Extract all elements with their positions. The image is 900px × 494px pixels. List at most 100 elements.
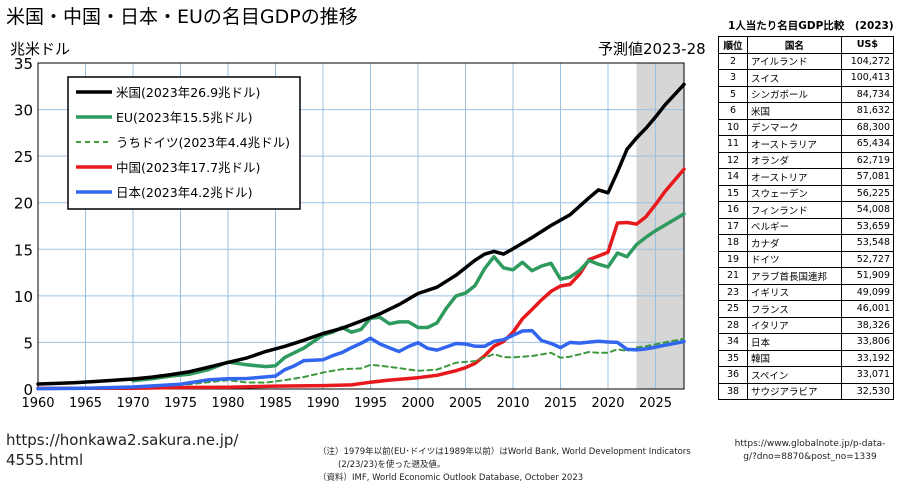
- ranking-cell-val: 57,081: [840, 168, 895, 186]
- ranking-cell-val: 49,099: [840, 283, 895, 301]
- forecast-label: 予測値2023-28: [598, 40, 706, 58]
- ranking-cell-val: 38,326: [840, 316, 895, 334]
- note-line3: （資料）IMF, World Economic Outlook Database…: [318, 473, 584, 483]
- ranking-cell-country: フランス: [747, 300, 842, 318]
- ranking-cell-rank: 28: [718, 316, 748, 334]
- ranking-cell-val: 68,300: [840, 118, 895, 136]
- x-tick-label: 2010: [496, 396, 529, 411]
- ranking-cell-val: 81,632: [840, 102, 895, 120]
- ranking-cell-rank: 14: [718, 168, 748, 186]
- header-country: 国名: [747, 36, 842, 54]
- ranking-cell-rank: 16: [718, 201, 748, 219]
- ranking-cell-rank: 23: [718, 283, 748, 301]
- y-tick-label: 25: [14, 148, 33, 166]
- y-tick-label: 30: [14, 102, 33, 120]
- ranking-source[interactable]: https://www.globalnote.jp/p-data- g/?dno…: [724, 438, 896, 464]
- ranking-row: 28 イタリア 38,326: [718, 316, 895, 334]
- ranking-cell-val: 33,071: [840, 366, 895, 384]
- ranking-cell-rank: 10: [718, 118, 748, 136]
- ranking-row: 11 オーストラリア 65,434: [718, 135, 895, 153]
- ranking-row: 23 イギリス 49,099: [718, 283, 895, 301]
- plot-frame: [37, 62, 685, 390]
- ranking-row: 10 デンマーク 68,300: [718, 118, 895, 136]
- ranking-cell-country: アイルランド: [747, 52, 842, 70]
- ranking-cell-rank: 35: [718, 349, 748, 367]
- y-tick-label: 10: [14, 288, 33, 306]
- source-url-line1: https://honkawa2.sakura.ne.jp/: [6, 431, 239, 449]
- ranking-cell-country: 韓国: [747, 349, 842, 367]
- ranking-row: 34 日本 33,806: [718, 333, 895, 351]
- chart-notes: （注）1979年以前(EU･ドイツは1989年以前）はWorld Bank, W…: [318, 446, 691, 485]
- ranking-cell-rank: 6: [718, 102, 748, 120]
- ranking-header-row: 順位 国名 US$: [718, 36, 895, 54]
- ranking-cell-val: 33,806: [840, 333, 895, 351]
- ranking-cell-country: イギリス: [747, 283, 842, 301]
- series-line: [36, 82, 686, 386]
- series-line: [36, 328, 686, 391]
- ranking-cell-country: オーストラリア: [747, 135, 842, 153]
- ranking-row: 3 スイス 100,413: [718, 69, 895, 87]
- x-tick-label: 2005: [449, 396, 482, 411]
- ranking-cell-val: 46,001: [840, 300, 895, 318]
- ranking-row: 17 ベルギー 53,659: [718, 217, 895, 235]
- ranking-cell-rank: 17: [718, 217, 748, 235]
- ranking-cell-country: 米国: [747, 102, 842, 120]
- x-tick-label: 1960: [21, 396, 54, 411]
- ranking-cell-rank: 21: [718, 267, 748, 285]
- ranking-row: 2 アイルランド 104,272: [718, 52, 895, 70]
- ranking-row: 19 ドイツ 52,727: [718, 250, 895, 268]
- ranking-source-line1: https://www.globalnote.jp/p-data-: [734, 439, 886, 449]
- y-unit-label: 兆米ドル: [10, 40, 71, 58]
- x-tick-label: 1975: [164, 396, 197, 411]
- ranking-row: 18 カナダ 53,548: [718, 234, 895, 252]
- series-line: [132, 337, 685, 388]
- ranking-row: 36 スペイン 33,071: [718, 366, 895, 384]
- x-tick-label: 1965: [69, 396, 102, 411]
- ranking-row: 14 オーストリア 57,081: [718, 168, 895, 186]
- source-url[interactable]: https://honkawa2.sakura.ne.jp/ 4555.html: [6, 430, 238, 470]
- ranking-cell-rank: 25: [718, 300, 748, 318]
- y-tick-label: 5: [23, 334, 33, 352]
- x-tick-label: 1995: [354, 396, 387, 411]
- ranking-cell-val: 53,548: [840, 234, 895, 252]
- ranking-cell-rank: 5: [718, 85, 748, 103]
- ranking-row: 5 シンガポール 84,734: [718, 85, 895, 103]
- ranking-cell-rank: 11: [718, 135, 748, 153]
- ranking-row: 35 韓国 33,192: [718, 349, 895, 367]
- source-url-line2: 4555.html: [6, 451, 84, 469]
- ranking-cell-country: ドイツ: [747, 250, 842, 268]
- ranking-cell-val: 52,727: [840, 250, 895, 268]
- ranking-cell-country: アラブ首長国連邦: [747, 267, 842, 285]
- ranking-cell-country: ベルギー: [747, 217, 842, 235]
- ranking-row: 12 オランダ 62,719: [718, 151, 895, 169]
- legend-label: 米国(2023年26.9兆ドル): [116, 85, 260, 100]
- x-tick-label: 2000: [401, 396, 434, 411]
- ranking-cell-val: 51,909: [840, 267, 895, 285]
- ranking-row: 25 フランス 46,001: [718, 300, 895, 318]
- ranking-cell-country: デンマーク: [747, 118, 842, 136]
- series-line: [36, 167, 686, 391]
- ranking-cell-country: イタリア: [747, 316, 842, 334]
- legend-label: EU(2023年15.5兆ドル): [116, 110, 252, 125]
- ranking-cell-rank: 34: [718, 333, 748, 351]
- y-tick-label: 15: [14, 241, 33, 259]
- ranking-table: 順位 国名 US$ 2 アイルランド 104,272 3 スイス 100,413 5 シンガポ…: [718, 36, 895, 400]
- ranking-cell-country: サウジアラビア: [747, 382, 842, 400]
- ranking-source-line2: g/?dno=8870&post_no=1339: [743, 452, 877, 462]
- ranking-cell-rank: 15: [718, 184, 748, 202]
- ranking-cell-rank: 12: [718, 151, 748, 169]
- ranking-cell-country: 日本: [747, 333, 842, 351]
- y-tick-label: 35: [14, 55, 33, 73]
- x-tick-label: 2025: [639, 396, 672, 411]
- ranking-cell-val: 56,225: [840, 184, 895, 202]
- ranking-cell-val: 100,413: [840, 69, 895, 87]
- x-tick-label: 1980: [211, 396, 244, 411]
- ranking-row: 16 フィンランド 54,008: [718, 201, 895, 219]
- x-tick-label: 1970: [116, 396, 149, 411]
- ranking-cell-rank: 38: [718, 382, 748, 400]
- x-tick-label: 2015: [544, 396, 577, 411]
- x-tick-label: 2020: [591, 396, 624, 411]
- ranking-cell-country: カナダ: [747, 234, 842, 252]
- y-tick-label: 0: [23, 381, 33, 399]
